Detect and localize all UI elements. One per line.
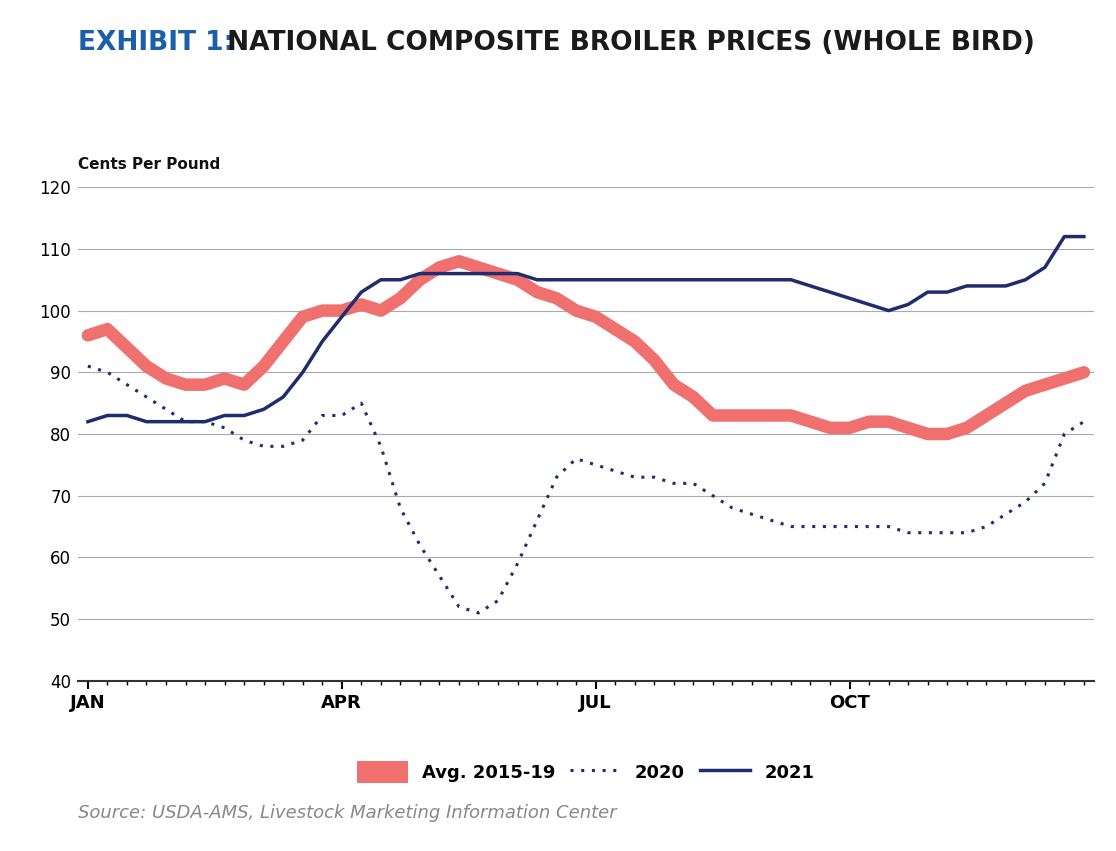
Text: EXHIBIT 1:: EXHIBIT 1: <box>78 30 234 56</box>
Text: NATIONAL COMPOSITE BROILER PRICES (WHOLE BIRD): NATIONAL COMPOSITE BROILER PRICES (WHOLE… <box>218 30 1035 56</box>
Text: Cents Per Pound: Cents Per Pound <box>78 157 220 173</box>
Text: Source: USDA-AMS, Livestock Marketing Information Center: Source: USDA-AMS, Livestock Marketing In… <box>78 804 617 822</box>
Legend: Avg. 2015-19, 2020, 2021: Avg. 2015-19, 2020, 2021 <box>350 754 821 791</box>
